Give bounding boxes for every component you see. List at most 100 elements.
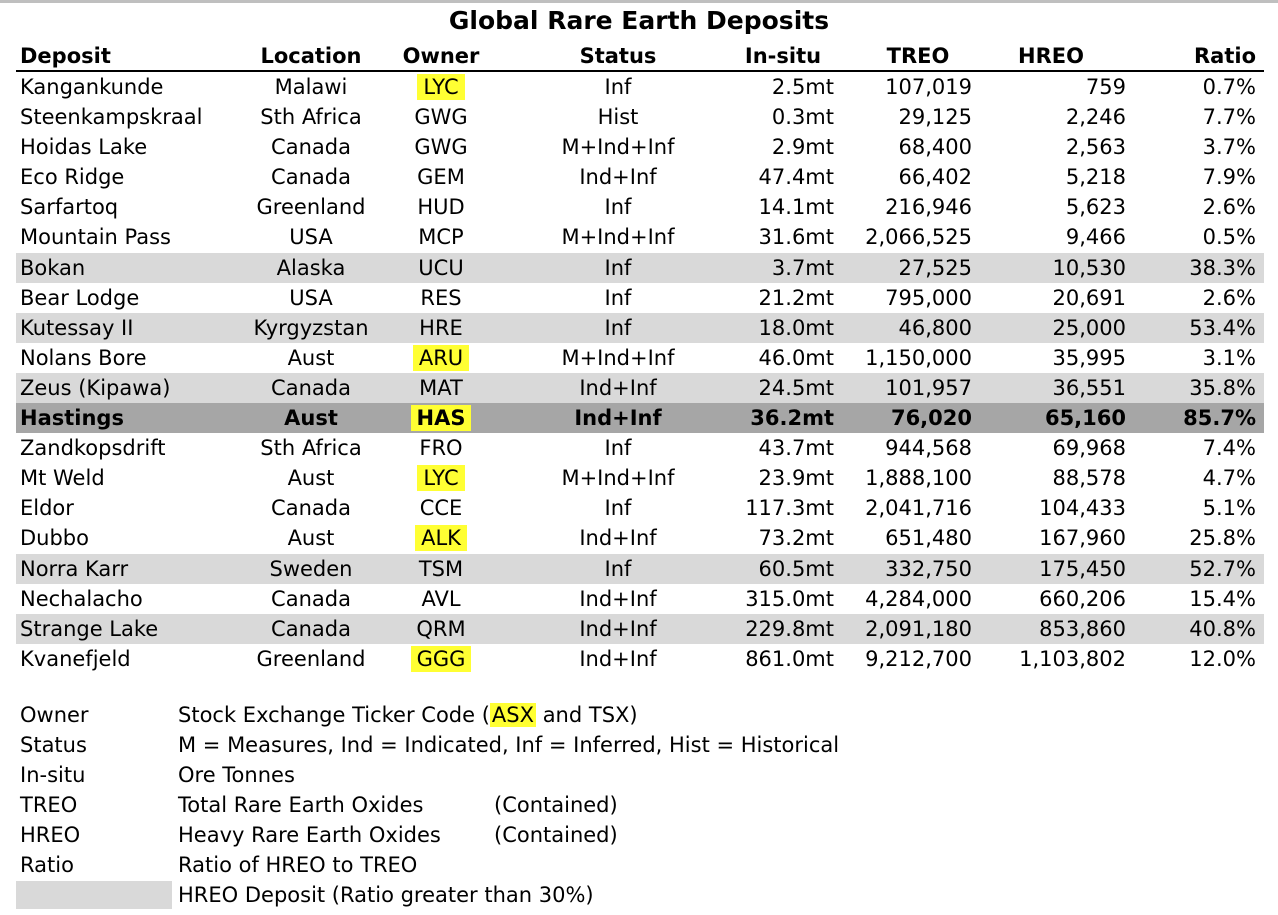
cell-deposit: Hastings xyxy=(20,406,124,431)
owner-highlight: ALK xyxy=(415,525,467,552)
legend: Owner Stock Exchange Ticker Code (ASX an… xyxy=(16,700,1264,910)
cell-ratio: 0.5% xyxy=(1202,225,1256,250)
cell-insitu: 117.3mt xyxy=(745,496,834,521)
legend-desc: HREO Deposit (Ratio greater than 30%) xyxy=(178,883,594,907)
cell-hreo: 88,578 xyxy=(1052,466,1126,491)
cell-insitu: 0.3mt xyxy=(771,105,834,130)
cell-status: M+Ind+Inf xyxy=(561,466,675,491)
owner-highlight: LYC xyxy=(417,74,465,100)
cell-location: Canada xyxy=(271,375,351,400)
cell-ratio: 0.7% xyxy=(1202,75,1256,99)
legend-desc: Total Rare Earth Oxides xyxy=(178,793,424,817)
cell-hreo: 9,466 xyxy=(1065,225,1126,250)
cell-owner: MCP xyxy=(390,222,492,252)
cell-owner: ARU xyxy=(390,343,492,373)
legend-desc-post: and TSX) xyxy=(536,703,638,727)
cell-insitu: 46.0mt xyxy=(758,345,834,370)
cell-insitu: 3.7mt xyxy=(771,255,834,280)
cell-deposit: Zeus (Kipawa) xyxy=(20,375,171,400)
cell-deposit: Nolans Bore xyxy=(20,345,147,370)
cell-location: USA xyxy=(289,285,333,310)
cell-location: Canada xyxy=(271,586,351,611)
cell-insitu: 14.1mt xyxy=(758,195,834,220)
cell-status: Ind+Inf xyxy=(579,586,657,611)
owner-highlight: LYC xyxy=(417,465,465,492)
cell-insitu: 2.5mt xyxy=(771,75,834,99)
cell-deposit: Kutessay II xyxy=(20,315,134,340)
cell-status: Inf xyxy=(604,496,632,521)
cell-status: Inf xyxy=(604,436,632,461)
owner-highlight: HAS xyxy=(410,405,472,432)
cell-status: Ind+Inf xyxy=(579,375,657,400)
cell-location: Canada xyxy=(271,616,351,641)
table-row: Eco Ridge Canada GEM Ind+Inf 47.4mt 66,402 5,2… xyxy=(16,162,1264,192)
cell-insitu: 60.5mt xyxy=(758,556,834,581)
cell-status: Ind+Inf xyxy=(574,406,662,431)
cell-treo: 76,020 xyxy=(890,406,972,431)
cell-deposit: Eldor xyxy=(20,496,74,521)
cell-status: Inf xyxy=(604,75,632,99)
owner-code: CCE xyxy=(419,496,463,521)
cell-owner: HUD xyxy=(390,192,492,222)
table-row: Bear Lodge USA RES Inf 21.2mt 795,000 20,691 2.… xyxy=(16,283,1264,313)
cell-ratio: 7.7% xyxy=(1202,105,1256,130)
cell-owner: GWG xyxy=(390,102,492,132)
legend-row-insitu: In-situ Ore Tonnes xyxy=(16,760,1264,790)
cell-ratio: 52.7% xyxy=(1189,556,1256,581)
cell-location: Aust xyxy=(284,406,338,431)
cell-hreo: 2,246 xyxy=(1065,105,1126,130)
cell-treo: 1,150,000 xyxy=(865,345,972,370)
table-row: Dubbo Aust ALK Ind+Inf 73.2mt 651,480 167,960 2… xyxy=(16,523,1264,553)
cell-deposit: Mountain Pass xyxy=(20,225,171,250)
cell-ratio: 7.9% xyxy=(1202,165,1256,190)
cell-hreo: 2,563 xyxy=(1065,135,1126,160)
cell-location: Canada xyxy=(271,135,351,160)
owner-code: MAT xyxy=(419,375,463,400)
cell-treo: 944,568 xyxy=(885,436,972,461)
cell-ratio: 38.3% xyxy=(1189,255,1256,280)
cell-hreo: 167,960 xyxy=(1039,526,1126,551)
cell-treo: 46,800 xyxy=(898,315,972,340)
legend-desc: Ratio of HREO to TREO xyxy=(178,853,418,877)
cell-insitu: 229.8mt xyxy=(745,616,834,641)
cell-owner: QRM xyxy=(390,614,492,644)
cell-deposit: Hoidas Lake xyxy=(20,135,148,160)
cell-treo: 9,212,700 xyxy=(865,646,972,671)
cell-location: Sweden xyxy=(269,556,353,581)
cell-ratio: 35.8% xyxy=(1189,375,1256,400)
cell-location: Sth Africa xyxy=(260,436,362,461)
cell-treo: 68,400 xyxy=(898,135,972,160)
cell-status: Inf xyxy=(604,195,632,220)
cell-insitu: 47.4mt xyxy=(758,165,834,190)
cell-deposit: Kvanefjeld xyxy=(20,646,131,671)
table-row: Mt Weld Aust LYC M+Ind+Inf 23.9mt 1,888,100 88… xyxy=(16,463,1264,493)
cell-ratio: 15.4% xyxy=(1189,586,1256,611)
cell-status: Ind+Inf xyxy=(579,165,657,190)
cell-hreo: 104,433 xyxy=(1039,496,1126,521)
cell-status: Inf xyxy=(604,255,632,280)
cell-status: Hist xyxy=(597,105,639,130)
cell-hreo: 759 xyxy=(1085,75,1126,99)
legend-row-treo: TREO Total Rare Earth Oxides (Contained) xyxy=(16,790,1264,820)
cell-location: Alaska xyxy=(276,255,346,280)
cell-hreo: 175,450 xyxy=(1039,556,1126,581)
owner-code: MCP xyxy=(418,225,464,250)
cell-ratio: 2.6% xyxy=(1202,285,1256,310)
legend-term: In-situ xyxy=(20,763,86,787)
cell-insitu: 315.0mt xyxy=(745,586,834,611)
cell-insitu: 24.5mt xyxy=(758,375,834,400)
legend-desc: Stock Exchange Ticker Code (ASX and TSX) xyxy=(178,700,638,730)
cell-insitu: 2.9mt xyxy=(771,135,834,160)
cell-insitu: 31.6mt xyxy=(758,225,834,250)
legend-row-owner: Owner Stock Exchange Ticker Code (ASX an… xyxy=(16,700,1264,730)
cell-location: Aust xyxy=(287,466,335,491)
legend-term: Owner xyxy=(20,703,89,727)
cell-owner: GWG xyxy=(390,132,492,162)
cell-ratio: 53.4% xyxy=(1189,315,1256,340)
legend-term: TREO xyxy=(20,793,78,817)
table-body: Kangankunde Malawi LYC Inf 2.5mt 107,019 759 0.… xyxy=(16,72,1264,674)
cell-location: USA xyxy=(289,225,333,250)
table-row: Strange Lake Canada QRM Ind+Inf 229.8mt 2,091… xyxy=(16,613,1264,644)
owner-code: GEM xyxy=(417,165,465,190)
header-treo: TREO xyxy=(886,44,950,68)
